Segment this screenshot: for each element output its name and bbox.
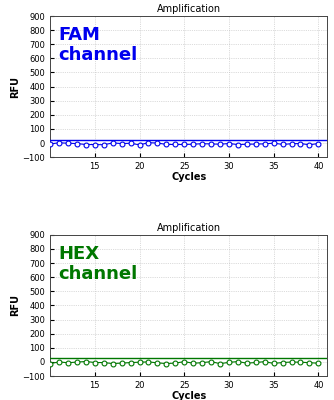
Title: Amplification: Amplification [157, 4, 221, 14]
Y-axis label: RFU: RFU [10, 294, 20, 316]
Text: FAM
channel: FAM channel [58, 26, 138, 64]
Y-axis label: RFU: RFU [10, 76, 20, 98]
X-axis label: Cycles: Cycles [171, 172, 206, 182]
X-axis label: Cycles: Cycles [171, 391, 206, 400]
Text: HEX
channel: HEX channel [58, 245, 138, 283]
Title: Amplification: Amplification [157, 223, 221, 233]
